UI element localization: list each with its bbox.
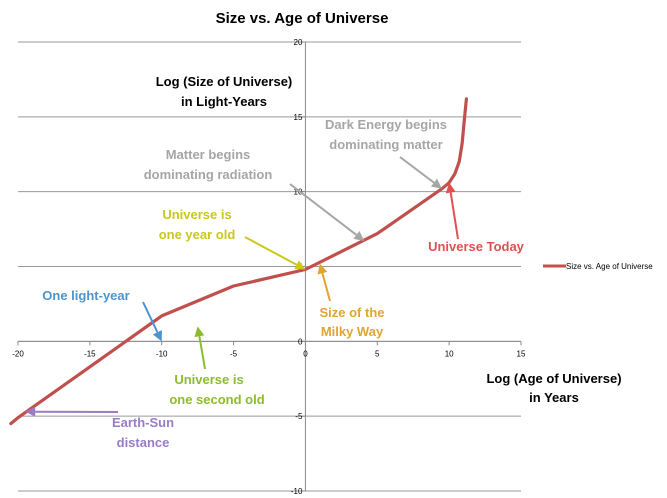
arrow-shaft [399,156,435,184]
x-tick-label: -15 [84,349,96,358]
y-axis-label-line2: in Light-Years [181,94,267,109]
label-universe-one-year-line2: one year old [159,227,236,242]
arrow-dark-energy [399,156,442,189]
x-tick-label: 0 [303,349,308,358]
label-universe-today: Universe Today [428,239,525,254]
arrow-earth-sun [25,406,119,417]
arrow-shaft [142,301,159,333]
x-tick-label: -5 [230,349,238,358]
arrow-universe-today [445,182,459,240]
arrow-matter-radiation [289,183,365,242]
series-line [9,97,468,426]
x-tick-label: 15 [517,349,526,358]
label-universe-one-second-line1: Universe is [174,372,243,387]
arrow-shaft [289,183,358,236]
label-dark-energy-line2: dominating matter [329,137,442,152]
x-tick-label: 10 [445,349,454,358]
y-tick-label: -5 [295,412,303,421]
label-one-light-year: One light-year [42,288,129,303]
y-tick-labels: -10-505101520 [291,38,306,496]
label-matter-radiation-line1: Matter begins [166,147,251,162]
legend: Size vs. Age of Universe [543,262,653,271]
series-lines [9,97,468,426]
arrow-universe-one-year [244,236,306,270]
y-axis-label-line1: Log (Size of Universe) [156,74,293,89]
label-universe-one-year-line1: Universe is [162,207,231,222]
label-earth-sun-line2: distance [117,435,170,450]
label-milky-way-line2: Milky Way [321,324,384,339]
label-universe-one-second-line2: one second old [169,392,264,407]
x-axis-label-line2: in Years [529,390,579,405]
annotation-labels: One light-year Universe is one second ol… [42,117,524,450]
arrow-head [445,182,456,194]
arrow-head [294,260,306,270]
chart-title: Size vs. Age of Universe [216,10,389,27]
x-axis-label-line1: Log (Age of Universe) [486,371,621,386]
x-tick-label: 5 [375,349,380,358]
label-matter-radiation-line2: dominating radiation [144,167,273,182]
arrow-shaft [244,236,298,266]
x-tick-label: -10 [156,349,168,358]
gridlines [18,41,521,492]
arrow-head [25,406,36,417]
arrow-shaft [449,192,459,240]
label-dark-energy-line1: Dark Energy begins [325,117,447,132]
arrow-milky-way [317,263,331,302]
arrow-head [152,330,162,342]
arrow-head [353,231,365,242]
label-earth-sun-line1: Earth-Sun [112,415,174,430]
label-milky-way-line1: Size of the [319,305,384,320]
arrow-head [194,326,205,338]
x-tick-labels: -20 -15 -10 -5 0 5 10 15 [12,341,526,358]
legend-label: Size vs. Age of Universe [566,262,653,271]
y-tick-label: 20 [294,38,303,47]
y-tick-label: 10 [294,188,303,197]
y-tick-label: -10 [291,487,303,496]
y-tick-label: 0 [298,337,303,346]
arrow-shaft [198,336,206,370]
arrow-universe-one-second [194,326,206,370]
annotation-arrows [25,156,459,417]
arrow-one-light-year [142,301,162,342]
arrow-shaft [321,272,331,302]
arrow-head [430,178,442,189]
arrow-head [317,263,328,275]
y-tick-label: 15 [294,113,303,122]
x-tick-label: -20 [12,349,24,358]
